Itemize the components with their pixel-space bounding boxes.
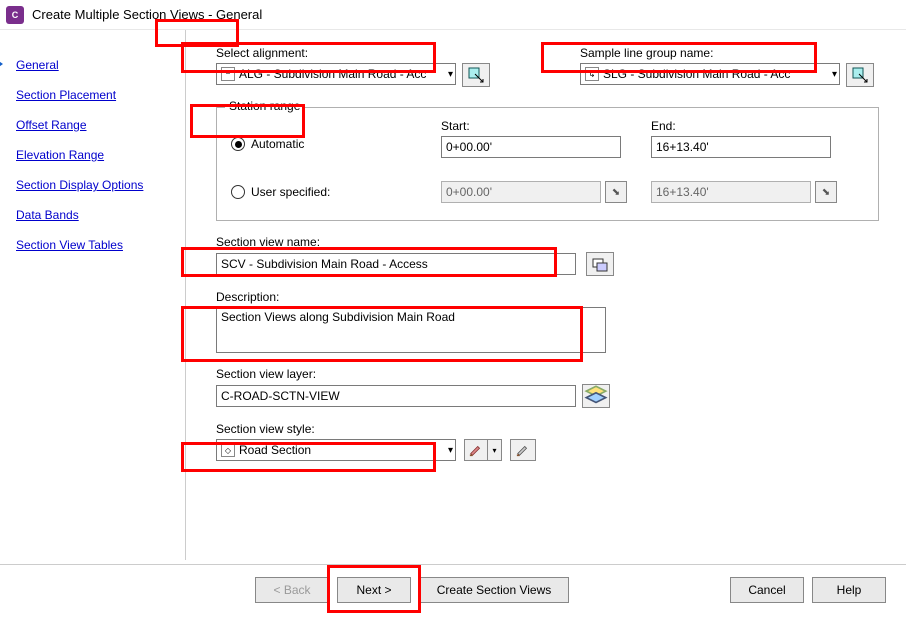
window-title: Create Multiple Section Views - General — [32, 7, 262, 22]
title-bar: C Create Multiple Section Views - Genera… — [0, 0, 906, 30]
layer-label: Section view layer: — [216, 367, 886, 381]
alignment-combo[interactable]: ⎯ ALG - Subdivision Main Road - Acc ▾ — [216, 63, 456, 85]
style-label: Section view style: — [216, 422, 886, 436]
next-button[interactable]: Next > — [337, 577, 411, 603]
nav-section-view-tables[interactable]: Section View Tables — [10, 230, 185, 260]
end-value: 16+13.40' — [651, 136, 831, 158]
nav-elevation-range[interactable]: Elevation Range — [10, 140, 185, 170]
content-area: General Section Placement Offset Range E… — [0, 30, 906, 560]
radio-icon — [231, 137, 245, 151]
station-range-legend: Station range — [225, 99, 304, 113]
description-input[interactable]: Section Views along Subdivision Main Roa… — [216, 307, 606, 353]
help-button[interactable]: Help — [812, 577, 886, 603]
description-label: Description: — [216, 290, 886, 304]
style-combo[interactable]: ◇ Road Section ▾ — [216, 439, 456, 461]
chevron-down-icon: ▾ — [448, 445, 453, 456]
sample-line-icon: ↳ — [585, 67, 599, 81]
nav-section-placement[interactable]: Section Placement — [10, 80, 185, 110]
main-panel: Select alignment: ⎯ ALG - Subdivision Ma… — [186, 30, 906, 560]
back-button[interactable]: < Back — [255, 577, 329, 603]
alignment-pick-button[interactable] — [462, 63, 490, 87]
wizard-footer: < Back Next > Create Section Views Cance… — [0, 564, 906, 614]
radio-icon — [231, 185, 245, 199]
chevron-down-icon: ▾ — [448, 69, 453, 80]
user-specified-radio[interactable]: User specified: — [231, 178, 441, 206]
start-pick-button[interactable]: ⬊ — [605, 181, 627, 203]
app-icon: C — [6, 6, 24, 24]
nav-section-display-options[interactable]: Section Display Options — [10, 170, 185, 200]
start-label: Start: — [441, 119, 651, 133]
section-view-name-label: Section view name: — [216, 235, 886, 249]
alignment-icon: ⎯ — [221, 67, 235, 81]
start-value: 0+00.00' — [441, 136, 621, 158]
style-edit-dropdown[interactable]: ▾ — [488, 439, 502, 461]
automatic-label: Automatic — [251, 137, 304, 151]
cancel-button[interactable]: Cancel — [730, 577, 804, 603]
automatic-radio[interactable]: Automatic — [231, 130, 441, 158]
chevron-down-icon: ▾ — [832, 69, 837, 80]
nav-general[interactable]: General — [10, 50, 185, 80]
alignment-value: ALG - Subdivision Main Road - Acc — [239, 67, 444, 81]
user-specified-label: User specified: — [251, 185, 330, 199]
section-view-name-input[interactable] — [216, 253, 576, 275]
active-indicator-icon — [0, 59, 3, 69]
style-new-button[interactable] — [510, 439, 536, 461]
wizard-nav: General Section Placement Offset Range E… — [0, 30, 186, 560]
end-label: End: — [651, 119, 831, 133]
style-value: Road Section — [239, 443, 444, 457]
nav-data-bands[interactable]: Data Bands — [10, 200, 185, 230]
alignment-label: Select alignment: — [216, 46, 490, 60]
end-pick-button[interactable]: ⬊ — [815, 181, 837, 203]
sample-line-value: SLG - Subdivision Main Road - Acc — [603, 67, 828, 81]
sample-line-pick-button[interactable] — [846, 63, 874, 87]
style-icon: ◇ — [221, 443, 235, 457]
sample-line-combo[interactable]: ↳ SLG - Subdivision Main Road - Acc ▾ — [580, 63, 840, 85]
create-section-views-button[interactable]: Create Section Views — [419, 577, 569, 603]
sample-line-label: Sample line group name: — [580, 46, 874, 60]
layer-picker-button[interactable] — [582, 384, 610, 408]
nav-offset-range[interactable]: Offset Range — [10, 110, 185, 140]
name-template-button[interactable] — [586, 252, 614, 276]
end-user-input: 16+13.40' — [651, 181, 811, 203]
style-edit-button[interactable] — [464, 439, 488, 461]
start-user-input: 0+00.00' — [441, 181, 601, 203]
layer-input[interactable]: C-ROAD-SCTN-VIEW — [216, 385, 576, 407]
station-range-group: Station range Automatic Start: 0+00.00' … — [216, 107, 879, 221]
